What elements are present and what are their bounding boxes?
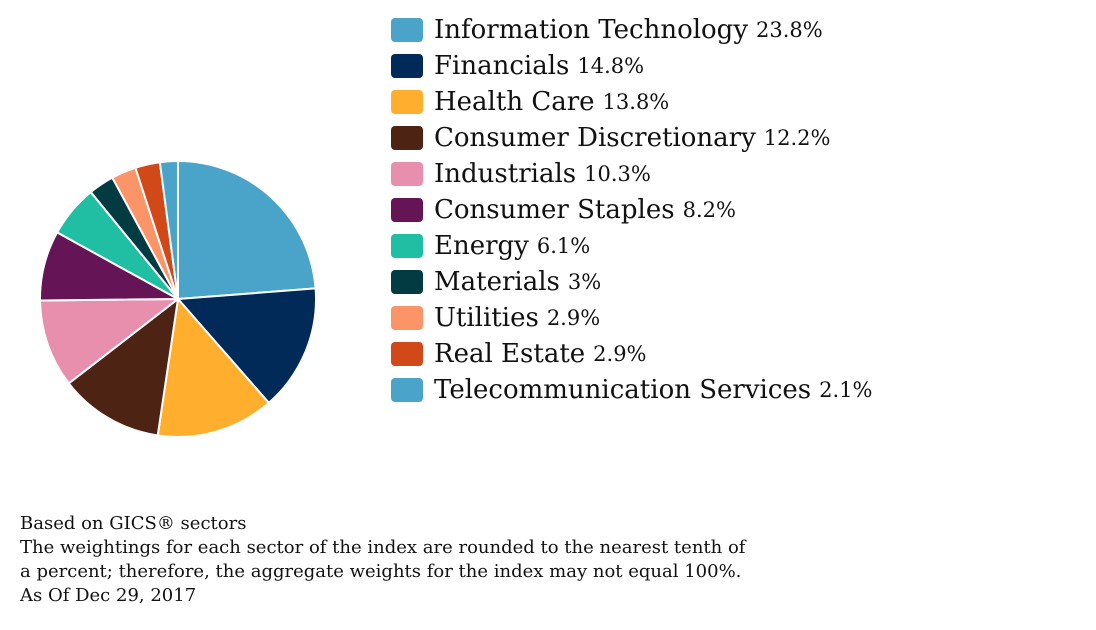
pie-slice-financials bbox=[177, 287, 317, 404]
legend-item-health-care: Health Care 13.8% bbox=[391, 84, 873, 120]
legend-swatch bbox=[391, 126, 423, 150]
legend-label: Energy bbox=[434, 231, 529, 261]
legend-value: 14.8% bbox=[577, 54, 645, 78]
footnote-rounding-line-1: The weightings for each sector of the in… bbox=[20, 537, 746, 558]
legend-label: Health Care bbox=[434, 87, 595, 117]
legend-item-consumer-staples: Consumer Staples 8.2% bbox=[391, 192, 873, 228]
pie-slice-information-technology bbox=[177, 160, 317, 300]
legend-swatch bbox=[391, 54, 423, 78]
pie-chart bbox=[39, 160, 317, 438]
legend-swatch bbox=[391, 342, 423, 366]
legend-label: Materials bbox=[434, 267, 560, 297]
legend-value: 12.2% bbox=[763, 126, 831, 150]
legend-item-consumer-discretionary: Consumer Discretionary 12.2% bbox=[391, 120, 873, 156]
legend-item-telecommunication-services: Telecommunication Services 2.1% bbox=[391, 372, 873, 408]
legend-value: 3% bbox=[567, 270, 602, 294]
legend-label: Real Estate bbox=[434, 339, 586, 369]
footnote-gics-sectors: Based on GICS® sectors bbox=[20, 513, 247, 534]
pie-slice-telecommunication-services bbox=[158, 160, 179, 300]
legend-item-industrials: Industrials 10.3% bbox=[391, 156, 873, 192]
legend-value: 13.8% bbox=[602, 90, 670, 114]
pie-slice-consumer-discretionary bbox=[67, 298, 179, 437]
footnote-rounding-line-2: a percent; therefore, the aggregate weig… bbox=[20, 561, 742, 582]
legend-value: 23.8% bbox=[756, 18, 823, 42]
legend-swatch bbox=[391, 234, 423, 258]
legend-value: 2.9% bbox=[593, 342, 647, 366]
legend-swatch bbox=[391, 378, 423, 402]
legend-label: Industrials bbox=[434, 159, 577, 189]
legend-label: Consumer Discretionary bbox=[434, 123, 756, 153]
legend-label: Telecommunication Services bbox=[434, 375, 812, 405]
legend-item-information-technology: Information Technology 23.8% bbox=[391, 12, 873, 48]
legend-value: 2.1% bbox=[819, 378, 873, 402]
legend-swatch bbox=[391, 18, 423, 42]
legend-value: 8.2% bbox=[682, 198, 736, 222]
legend-swatch bbox=[391, 90, 423, 114]
pie-slice-health-care bbox=[156, 298, 270, 438]
legend-item-energy: Energy 6.1% bbox=[391, 228, 873, 264]
pie-slice-industrials bbox=[39, 298, 179, 385]
legend-swatch bbox=[391, 306, 423, 330]
legend-value: 2.9% bbox=[546, 306, 601, 330]
chart-legend: Information Technology 23.8% Financials … bbox=[391, 12, 873, 408]
legend-value: 6.1% bbox=[536, 234, 591, 258]
legend-item-materials: Materials 3% bbox=[391, 264, 873, 300]
legend-label: Consumer Staples bbox=[434, 195, 675, 225]
legend-value: 10.3% bbox=[584, 162, 651, 186]
legend-label: Utilities bbox=[434, 303, 539, 333]
legend-swatch bbox=[391, 162, 423, 186]
legend-label: Information Technology bbox=[434, 15, 749, 45]
legend-item-financials: Financials 14.8% bbox=[391, 48, 873, 84]
legend-item-utilities: Utilities 2.9% bbox=[391, 300, 873, 336]
legend-swatch bbox=[391, 198, 423, 222]
footnotes: Based on GICS® sectors The weightings fo… bbox=[20, 512, 800, 608]
legend-label: Financials bbox=[434, 51, 570, 81]
footnote-as-of-date: As Of Dec 29, 2017 bbox=[20, 585, 197, 606]
legend-item-real-estate: Real Estate 2.9% bbox=[391, 336, 873, 372]
legend-swatch bbox=[391, 270, 423, 294]
